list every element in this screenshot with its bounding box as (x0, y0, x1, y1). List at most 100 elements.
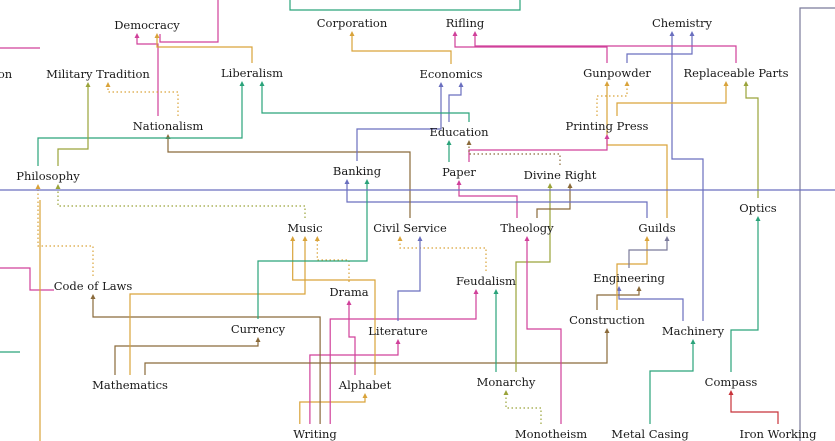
arrowhead (105, 82, 111, 87)
arrowhead (446, 140, 452, 145)
node-chemistry: Chemistry (652, 16, 713, 30)
arrowhead (689, 31, 695, 36)
edge-music-to-philosophy (57, 188, 306, 218)
edge-writing-to-alphabet (299, 397, 366, 424)
arrowhead (547, 183, 553, 188)
node-compass: Compass (705, 375, 758, 389)
edge-engineering-to-guilds (628, 240, 668, 268)
node-corporation: Corporation (317, 16, 388, 30)
edge-writing-to-feudalism (329, 293, 477, 424)
arrowhead (395, 339, 401, 344)
edge-construction-to-guilds (616, 240, 648, 310)
arrowhead (154, 33, 160, 38)
node-music: Music (287, 221, 322, 235)
node-feudalism: Feudalism (456, 274, 516, 288)
edge-code-of-laws-to-philosophy (37, 188, 94, 276)
arrowhead (259, 81, 265, 86)
edge-printing-press-to-gunpowder (596, 85, 628, 116)
node-construction: Construction (569, 313, 645, 327)
edge-philosophy-to-liberalism (37, 85, 243, 166)
arrowhead (438, 82, 444, 87)
arrowhead (456, 180, 462, 185)
node-civil-service: Civil Service (373, 221, 447, 235)
arrowhead (134, 33, 140, 38)
node-divine-right: Divine Right (524, 168, 597, 182)
edge-construction-to-engineering (596, 290, 640, 310)
node-nationalism: Nationalism (133, 119, 204, 133)
arrowhead (604, 328, 610, 333)
offscreen-edge (0, 267, 54, 291)
arrowhead (35, 184, 41, 189)
label-layer: Democracy Corporation Rifling Chemistry Mili… (0, 16, 817, 441)
node-replaceable-parts: Replaceable Parts (683, 66, 788, 80)
edge-education-to-liberalism (261, 85, 470, 122)
arrowhead (493, 289, 499, 294)
node-alphabet: Alphabet (338, 378, 392, 392)
edge-currency-to-banking (257, 183, 368, 319)
node-guilds: Guilds (638, 221, 675, 235)
node-writing: Writing (293, 427, 337, 441)
node-literature: Literature (368, 324, 428, 338)
arrowhead (690, 339, 696, 344)
edge-guilds-to-banking (346, 183, 648, 218)
edge-education-to-economics (448, 86, 462, 122)
arrowhead (664, 236, 670, 241)
arrowhead (604, 134, 610, 139)
node-optics: Optics (739, 201, 777, 215)
arrowhead (90, 294, 96, 299)
edge-printing-press-to-replaceable-parts (616, 85, 727, 116)
offscreen-edge (799, 7, 835, 441)
node-rifling: Rifling (446, 16, 485, 30)
arrowhead (728, 390, 734, 395)
edge-economics-to-corporation (351, 35, 452, 64)
edge-liberalism-to-democracy (156, 37, 253, 63)
arrowhead (636, 286, 642, 291)
edge-mathematics-to-music (129, 240, 306, 375)
arrowhead (85, 82, 91, 87)
arrowhead (503, 390, 509, 395)
arrowhead (624, 81, 630, 86)
edge-replaceable-parts-to-rifling (474, 35, 737, 63)
edge-writing-to-literature (309, 343, 399, 424)
arrowhead (55, 184, 61, 189)
arrowhead (567, 183, 573, 188)
edge-alphabet-to-music (292, 240, 376, 375)
edge-gunpowder-to-chemistry (626, 35, 693, 63)
arrowhead (346, 300, 352, 305)
node-economics: Economics (419, 67, 482, 81)
node-code-of-laws: Code of Laws (54, 279, 133, 293)
node-engineering: Engineering (593, 271, 665, 285)
edge-iron-working-to-compass (730, 394, 779, 424)
edge-theology-to-paper (458, 184, 518, 218)
node-monotheism: Monotheism (515, 427, 587, 441)
node-gunpowder: Gunpowder (583, 66, 651, 80)
arrowhead (417, 236, 423, 241)
edge-nationalism-to-military-tradition (107, 86, 179, 116)
arrowhead (314, 236, 320, 241)
node-paper: Paper (442, 165, 476, 179)
edge-paper-to-printing-press (468, 138, 608, 162)
edge-banking-to-economics (356, 86, 442, 161)
node-mathematics: Mathematics (92, 378, 168, 392)
edge-layer (35, 31, 779, 424)
edge-metal-casing-to-machinery (649, 343, 694, 424)
arrowhead (397, 236, 403, 241)
node-machinery: Machinery (662, 324, 725, 338)
edge-divine-right-to-education (468, 144, 561, 165)
arrowhead (239, 81, 245, 86)
offscreen-edge (159, 0, 219, 43)
node-democracy: Democracy (114, 18, 180, 32)
node-military-tradition: Military Tradition (46, 67, 150, 81)
edge-writing-to-code-of-laws (92, 298, 321, 424)
node-monarchy: Monarchy (477, 375, 536, 389)
arrowhead (473, 289, 479, 294)
edge-feudalism-to-civil-service (399, 240, 487, 271)
arrowhead (458, 82, 464, 87)
arrowhead (255, 337, 261, 342)
arrowhead (743, 81, 749, 86)
arrowhead (344, 179, 350, 184)
arrowhead (604, 81, 610, 86)
arrowhead (362, 393, 368, 398)
edge-nationalism-to-democracy (136, 37, 159, 116)
